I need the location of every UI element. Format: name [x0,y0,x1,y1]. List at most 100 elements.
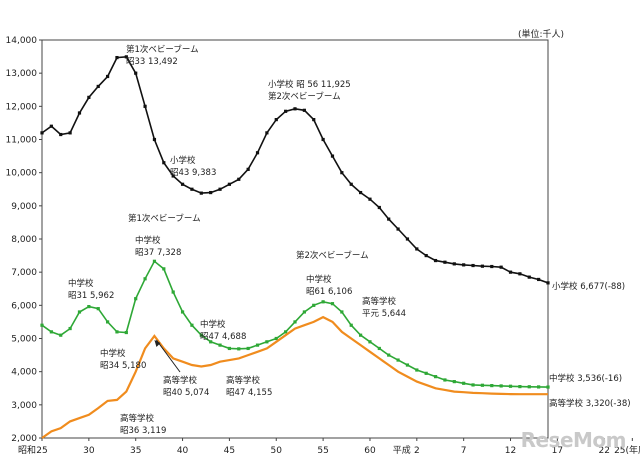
data-point [105,320,110,324]
data-point [490,383,494,388]
data-point [443,260,447,264]
data-point [358,333,363,337]
data-point [293,320,297,324]
data-point [508,384,513,388]
data-point [218,187,222,191]
x-tick-label: 60 [364,446,376,456]
data-point [462,263,466,267]
data-point [199,191,203,195]
annotation-label: 高等学校 [226,375,261,386]
data-point [396,358,400,362]
series-end-label: 高等学校 3,320(-38) [549,398,631,409]
annotation-label: 第1次ベビーブーム [128,213,201,224]
annotation-label: 昭33 13,492 [126,57,178,67]
data-point [405,363,410,367]
annotation-label: 昭40 5,074 [163,388,209,398]
y-tick-label: 8,000 [11,235,37,245]
data-point [284,109,288,113]
data-point [443,378,447,382]
data-point [368,340,372,344]
unit-label: (単位:千人) [517,30,564,40]
annotation-label: 高等学校 [362,296,397,307]
data-point [237,347,241,351]
data-point [246,167,250,171]
data-point [415,368,419,372]
data-point [387,217,391,221]
data-point [433,258,438,263]
y-tick-label: 10,000 [6,169,38,179]
data-point [358,190,363,195]
series-end-label: 小学校 6,677(-88) [552,281,625,292]
x-tick-label: 25 [36,446,47,456]
data-point [209,190,213,195]
data-point [180,310,185,314]
y-tick-label: 11,000 [6,136,38,146]
data-point [199,333,203,337]
data-point [246,346,250,351]
data-point [527,385,531,389]
data-point [490,264,494,269]
data-point [180,182,185,186]
data-point [433,375,438,379]
x-tick-label: 22 [598,446,609,456]
data-point [77,310,82,314]
data-point [405,237,410,241]
data-point [349,323,353,327]
data-point [518,384,522,389]
data-point [368,197,372,201]
data-point [424,253,428,258]
data-point [68,131,72,135]
annotation-label: 昭36 3,119 [120,426,166,436]
x-era-label: 昭和 [18,445,36,456]
x-tick-label: 17 [552,446,563,456]
y-tick-label: 2,000 [11,434,37,444]
data-point [302,310,306,314]
annotation-label: 高等学校 [163,375,198,386]
y-tick-label: 13,000 [6,69,38,79]
data-point [387,353,391,357]
annotation-label: 第2次ベビーブーム [296,250,369,261]
data-point [340,171,344,175]
data-point [105,74,110,79]
x-tick-label: 2 [414,446,420,456]
data-point [124,330,128,335]
data-point [124,55,128,59]
data-point [340,310,344,314]
annotation-label: 小学校 [170,155,196,166]
data-point [527,275,531,279]
y-tick-label: 6,000 [11,301,37,311]
data-point [134,297,138,301]
data-point [452,262,456,266]
data-point [87,95,91,99]
data-point [162,267,166,271]
data-point [302,108,306,112]
data-point [255,151,260,155]
annotation-arrow [156,339,181,373]
data-point [321,300,325,304]
data-point [77,111,82,115]
y-tick-label: 14,000 [6,36,38,46]
annotation-label: 中学校 [200,319,226,330]
data-point [115,55,119,60]
data-point [537,277,541,282]
annotation-label: 昭43 9,383 [170,168,216,178]
x-era-label: 平成 [393,444,411,456]
data-point [293,107,297,111]
data-point [227,346,232,351]
annotation-label: 第1次ベビーブーム [126,44,199,55]
y-tick-label: 5,000 [11,335,37,345]
data-point [312,303,316,307]
data-point [171,290,175,294]
data-point [462,381,466,385]
data-point [171,174,175,178]
data-point [480,383,485,387]
data-point [40,131,44,135]
x-tick-label: 55 [317,446,328,456]
data-point [330,302,335,306]
data-point [284,330,288,334]
y-tick-label: 12,000 [6,102,38,112]
data-point [49,330,53,334]
data-point [96,84,100,89]
annotation-label: 中学校 [68,278,94,289]
